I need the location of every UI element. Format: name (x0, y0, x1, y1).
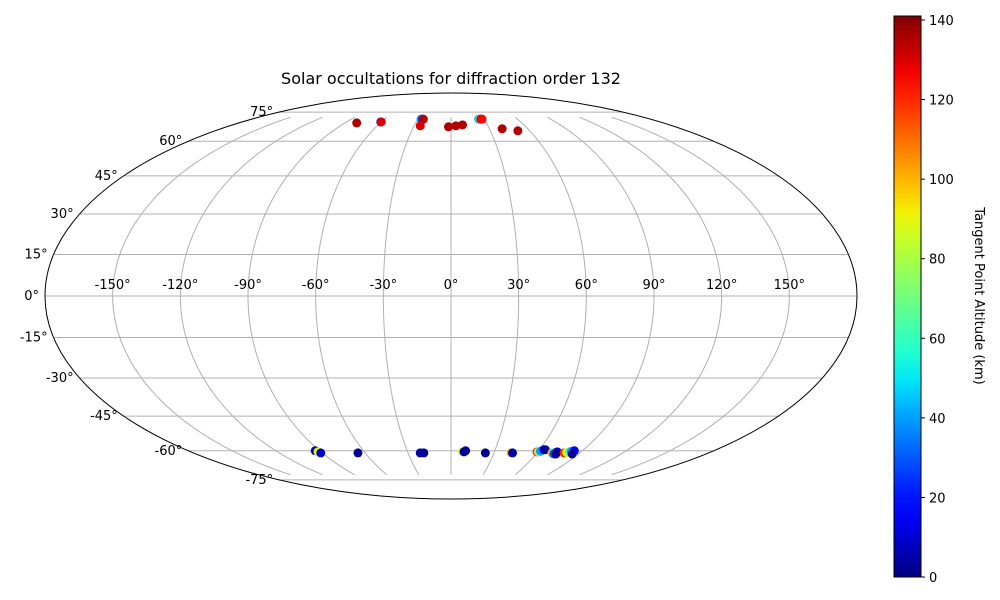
data-point (551, 449, 561, 459)
data-point (477, 114, 487, 124)
data-point (352, 118, 362, 128)
data-point (444, 122, 454, 132)
lon-tick-label: 120° (706, 278, 737, 293)
lon-tick-label: -60° (302, 278, 330, 293)
colorbar-frame (893, 15, 922, 578)
lon-tick-label: -150° (95, 278, 131, 293)
lon-tick-label: 0° (444, 278, 459, 293)
chart-title: Solar occultations for diffraction order… (281, 69, 621, 88)
map-grid (45, 111, 857, 481)
lon-tick-label: 30° (507, 278, 530, 293)
colorbar-tick-label: 120 (929, 94, 954, 109)
data-point (461, 446, 471, 456)
data-points (310, 114, 579, 459)
lon-tick-label: -90° (234, 278, 262, 293)
lon-tick-label: 60° (575, 278, 598, 293)
lat-tick-label: -30° (46, 371, 74, 386)
data-point (419, 448, 429, 458)
lat-tick-label: -75° (245, 473, 273, 488)
data-point (376, 117, 386, 127)
data-point (567, 449, 577, 459)
lat-tick-label: -60° (155, 444, 183, 459)
colorbar: 0 20 40 60 80 100 120 140 Tangent Point Altitude… (893, 14, 986, 586)
lon-tick-label: -30° (369, 278, 397, 293)
colorbar-label: Tangent Point Altitude (km) (971, 206, 986, 384)
colorbar-tick-label: 20 (929, 491, 946, 506)
data-point (508, 448, 518, 458)
colorbar-tick-label: 0 (929, 571, 937, 586)
data-point (451, 121, 461, 131)
lon-tick-label: 150° (774, 278, 805, 293)
lat-tick-label: -15° (20, 331, 48, 346)
map-frame (44, 92, 858, 500)
lat-tick-label: 30° (51, 207, 74, 222)
data-point (458, 120, 468, 130)
data-point (513, 126, 523, 136)
lat-tick-label: 15° (25, 247, 48, 262)
lat-tick-label: 45° (95, 169, 118, 184)
colorbar-tick-label: 100 (929, 173, 954, 188)
lat-tick-label: 0° (24, 289, 39, 304)
lon-tick-label: -120° (162, 278, 198, 293)
colorbar-gradient (894, 16, 921, 577)
data-point (353, 448, 363, 458)
lon-tick-labels: -150° -120° -90° -60° -30° 0° 30° 60° 90° 120° 150… (95, 278, 805, 293)
data-point (415, 121, 425, 131)
colorbar-tick-label: 140 (929, 14, 954, 29)
lat-tick-label: -45° (90, 409, 118, 424)
data-point (497, 124, 507, 134)
map-boundary (44, 92, 858, 500)
colorbar-tick-label: 60 (929, 332, 946, 347)
colorbar-tick-label: 80 (929, 253, 946, 268)
lat-tick-labels: -75° -60° -45° -30° -15° 0° 15° 30° 45° 60° 75° (20, 105, 273, 488)
colorbar-tick-label: 40 (929, 412, 946, 427)
lon-tick-label: 90° (642, 278, 665, 293)
lat-tick-label: 75° (250, 105, 273, 120)
lat-tick-label: 60° (159, 134, 182, 149)
data-point (316, 448, 326, 458)
data-point (480, 448, 490, 458)
